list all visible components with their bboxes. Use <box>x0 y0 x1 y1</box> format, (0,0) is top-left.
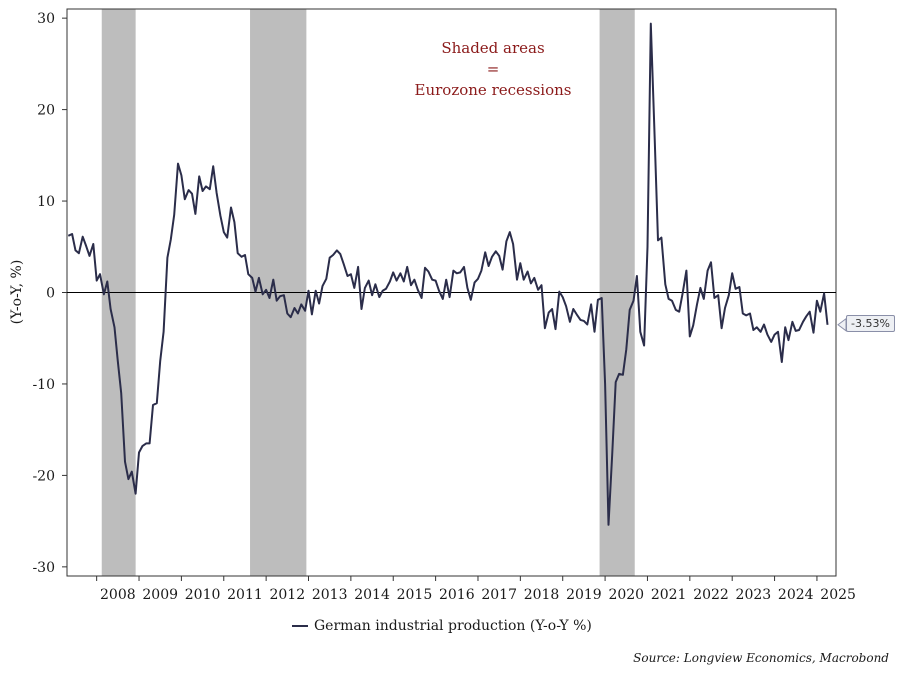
annotation-line-1: Shaded areas <box>441 39 545 57</box>
annotation-line-3: Eurozone recessions <box>414 81 572 99</box>
x-tick-label: 2019 <box>566 587 602 603</box>
x-tick-label: 2025 <box>820 587 856 603</box>
x-tick-label: 2018 <box>524 587 560 603</box>
y-tick-label: 0 <box>46 286 55 302</box>
x-tick-label: 2024 <box>778 587 814 603</box>
y-tick-label: 30 <box>37 11 55 27</box>
x-tick-label: 2012 <box>269 587 305 603</box>
x-tick-label: 2017 <box>481 587 517 603</box>
x-tick-label: 2020 <box>608 587 644 603</box>
x-tick-label: 2013 <box>312 587 348 603</box>
y-tick-label: -10 <box>32 377 55 393</box>
last-value-pointer <box>837 317 847 332</box>
x-tick-label: 2009 <box>142 587 178 603</box>
x-axis: 2008 2009 2010 2011 2012 2013 2014 2015 2016 2017… <box>96 576 856 603</box>
y-tick-label: 20 <box>37 103 55 119</box>
annotation-line-2: = <box>486 60 500 78</box>
x-tick-label: 2010 <box>185 587 221 603</box>
y-axis-label: (Y-o-Y, %) <box>9 259 25 325</box>
last-value-label: -3.53% <box>846 314 895 332</box>
y-axis: 30 20 10 0 -10 -20 -30 <box>32 11 67 576</box>
recession-annotation: Shaded areas = Eurozone recessions <box>393 38 593 101</box>
x-tick-label: 2008 <box>100 587 136 603</box>
series-line-german-ip <box>67 22 829 526</box>
x-tick-label: 2021 <box>651 587 687 603</box>
x-tick-label: 2022 <box>693 587 729 603</box>
y-tick-label: -20 <box>32 468 55 484</box>
x-tick-label: 2011 <box>227 587 263 603</box>
x-tick-label: 2016 <box>439 587 475 603</box>
x-tick-label: 2015 <box>397 587 433 603</box>
x-tick-label: 2014 <box>354 587 390 603</box>
y-tick-label: 10 <box>37 194 55 210</box>
source-note: Source: Longview Economics, Macrobond <box>633 651 889 665</box>
x-tick-label: 2023 <box>736 587 772 603</box>
legend-label: German industrial production (Y-o-Y %) <box>314 618 592 634</box>
legend: German industrial production (Y-o-Y %) <box>292 618 592 634</box>
y-tick-label: -30 <box>32 560 55 576</box>
legend-swatch <box>292 625 308 627</box>
